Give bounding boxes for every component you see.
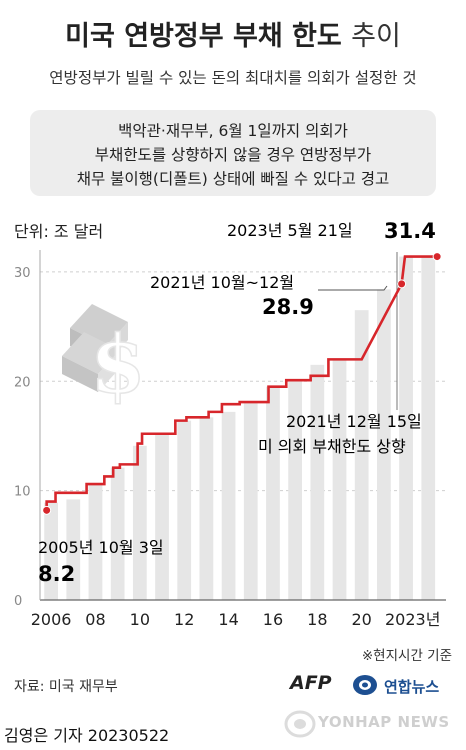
leader-line-mid — [318, 285, 388, 291]
background-bar-13 — [332, 358, 347, 600]
background-bar-17 — [421, 256, 436, 600]
x-tick-label-2: 10 — [130, 610, 150, 629]
afp-logo: AFP — [290, 672, 332, 694]
background-bar-7 — [199, 417, 214, 600]
background-bar-8 — [221, 411, 236, 600]
x-tick-label-5: 16 — [263, 610, 283, 629]
axis-layer — [39, 250, 446, 601]
debt-limit-line — [45, 255, 438, 511]
svg-text:$: $ — [90, 317, 146, 411]
y-tick-label-2: 20 — [14, 375, 31, 390]
yonhap-logo-icon — [353, 675, 377, 695]
start-date-label: 2005년 10월 3일 — [38, 538, 164, 557]
background-bar-2 — [88, 484, 103, 600]
background-bar-0 — [44, 502, 58, 600]
background-bar-5 — [155, 433, 169, 600]
callout-line-2: 부채한도를 상향하지 않을 경우 연방정부가 — [94, 146, 372, 164]
latest-value-label: 31.4 — [384, 219, 436, 243]
data-marker-2 — [432, 252, 442, 262]
yonhap-logo: 연합뉴스 — [384, 678, 440, 696]
x-tick-label-0: 2006 — [31, 610, 72, 629]
background-bar-14 — [354, 310, 369, 600]
tick-labels: 0 10 20 30 2006 08 10 12 14 16 18 20 2023년 — [14, 266, 440, 629]
chart-subtitle: 연방정부가 빌릴 수 있는 돈의 최대치를 의회가 설정한 것 — [49, 69, 417, 87]
mid-date-label: 2021년 10월~12월 — [150, 273, 294, 292]
background-bar-4 — [132, 445, 147, 600]
background-bar-3 — [110, 467, 125, 600]
y-tick-label-3: 30 — [14, 266, 31, 281]
data-marker-0 — [42, 505, 52, 515]
callout-line-3: 채무 불이행(디폴트) 상태에 빠질 수 있다고 경고 — [76, 170, 390, 188]
watermark-icon — [284, 710, 316, 738]
y-tick-label-1: 10 — [14, 485, 31, 500]
x-tick-label-3: 12 — [174, 610, 194, 629]
watermark: YONHAP NEWS — [318, 713, 450, 731]
title-light: 추이 — [351, 21, 401, 52]
background-bar-15 — [377, 289, 391, 600]
mid-value-label: 28.9 — [262, 295, 314, 319]
start-value-label: 8.2 — [38, 562, 75, 586]
background-bar-9 — [243, 402, 258, 600]
data-marker-1 — [397, 279, 407, 289]
dollar-icon: $ — [62, 304, 147, 412]
x-tick-label-4: 14 — [218, 610, 238, 629]
background-bar-6 — [177, 420, 192, 600]
debt-limit-chart: $ 0 10 20 30 2006 08 10 12 14 16 18 20 2023년 2005년 1… — [14, 219, 446, 629]
background-bar-16 — [399, 256, 413, 600]
background-bar-12 — [310, 364, 325, 600]
background-bar-11 — [288, 380, 303, 600]
chart-title: 미국 연방정부 부채 한도 추이 — [0, 14, 466, 53]
latest-date-label: 2023년 5월 21일 — [227, 221, 353, 240]
x-tick-label-7: 20 — [352, 610, 372, 629]
event-description-label: 미 의회 부채한도 상향 — [258, 437, 406, 456]
timezone-note: ※현지시간 기준 — [361, 648, 452, 664]
x-tick-label-8: 2023년 — [385, 610, 440, 629]
x-tick-label-6: 18 — [307, 610, 327, 629]
callout-line-1: 백악관·재무부, 6월 1일까지 의회가 — [118, 122, 348, 140]
reporter-credit: 김영은 기자 20230522 — [4, 726, 170, 745]
source-label: 자료: 미국 재무부 — [14, 679, 118, 695]
markers — [42, 252, 442, 515]
title-main: 미국 연방정부 부채 한도 — [65, 21, 342, 52]
unit-label: 단위: 조 달러 — [14, 222, 104, 241]
callout-box: 백악관·재무부, 6월 1일까지 의회가 부채한도를 상향하지 않을 경우 연방… — [30, 110, 436, 196]
background-bar-10 — [266, 386, 280, 600]
y-tick-label-0: 0 — [14, 594, 22, 609]
background-bars — [44, 256, 436, 600]
background-bar-1 — [66, 499, 81, 600]
x-tick-label-1: 08 — [85, 610, 105, 629]
event-date-label: 2021년 12월 15일 — [286, 412, 422, 431]
